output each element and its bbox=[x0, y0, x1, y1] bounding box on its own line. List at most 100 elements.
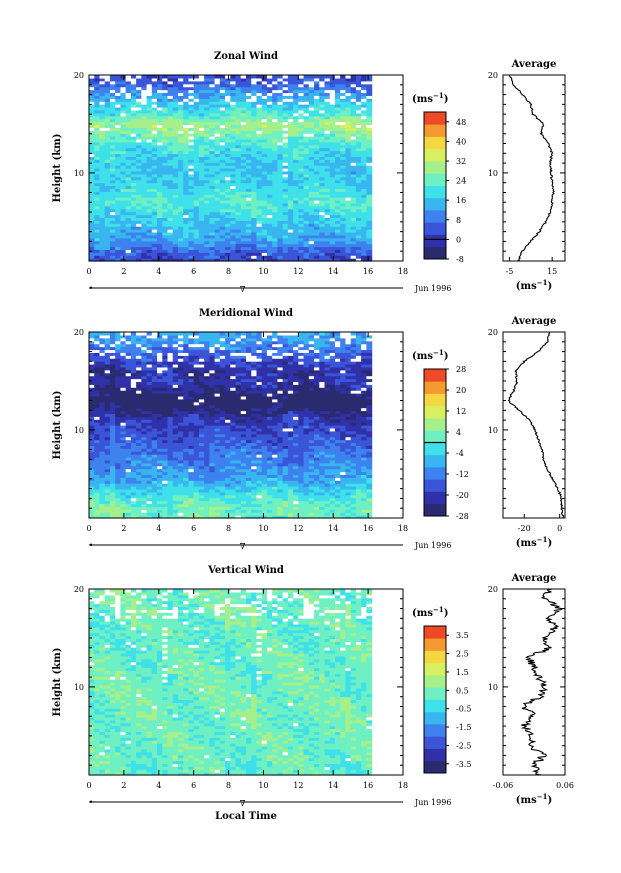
heatmap-cell bbox=[183, 246, 190, 250]
heatmap-cell bbox=[177, 191, 184, 195]
heatmap-cell bbox=[198, 159, 205, 163]
heatmap-cell bbox=[94, 234, 101, 239]
heatmap-cell bbox=[230, 237, 237, 242]
heatmap-cell bbox=[193, 202, 200, 207]
heatmap-cell bbox=[136, 202, 142, 207]
heatmap-cell bbox=[361, 202, 367, 207]
heatmap-cell bbox=[188, 258, 195, 262]
heatmap-cell bbox=[99, 147, 106, 152]
heatmap-cell bbox=[251, 147, 258, 152]
heatmap-cell bbox=[225, 214, 231, 219]
heatmap-cell bbox=[104, 199, 111, 204]
heatmap-cell bbox=[104, 182, 111, 187]
heatmap-cell bbox=[266, 234, 273, 239]
heatmap-cell bbox=[350, 179, 357, 184]
heatmap-cell bbox=[345, 162, 352, 166]
heatmap-cell bbox=[261, 159, 268, 163]
heatmap-cell bbox=[109, 75, 116, 79]
heatmap-cell bbox=[214, 208, 221, 213]
heatmap-cell bbox=[235, 162, 242, 166]
heatmap-cell bbox=[125, 217, 132, 221]
heatmap-cell bbox=[256, 194, 263, 198]
colorbar-swatch bbox=[424, 112, 446, 125]
heatmap-cell bbox=[183, 188, 190, 192]
heatmap-cell bbox=[219, 144, 226, 149]
heatmap-cell bbox=[89, 150, 95, 155]
heatmap-cell bbox=[172, 234, 179, 239]
heatmap-cell bbox=[256, 185, 263, 189]
heatmap-cell bbox=[157, 249, 163, 253]
heatmap-cell bbox=[204, 220, 210, 224]
heatmap-cell bbox=[251, 162, 258, 166]
heatmap-cell bbox=[303, 141, 310, 146]
heatmap-cell bbox=[261, 179, 268, 184]
heatmap-cell bbox=[256, 234, 263, 239]
heatmap-cell bbox=[209, 226, 216, 230]
heatmap-cell bbox=[277, 211, 284, 216]
heatmap-cell bbox=[141, 258, 148, 262]
heatmap-cell bbox=[214, 237, 221, 242]
heatmap-cell bbox=[204, 234, 210, 239]
heatmap-cell bbox=[120, 168, 127, 172]
heatmap-cell bbox=[183, 179, 190, 184]
heatmap-cell bbox=[246, 185, 252, 189]
heatmap-cell bbox=[177, 170, 184, 175]
heatmap-cell bbox=[272, 229, 278, 233]
heatmap-cell bbox=[355, 182, 362, 187]
heatmap-cell bbox=[177, 220, 184, 224]
heatmap-cell bbox=[308, 170, 315, 175]
heatmap-cell bbox=[193, 153, 200, 157]
heatmap-cell bbox=[209, 234, 216, 239]
heatmap-cell bbox=[272, 202, 278, 207]
heatmap-cell bbox=[146, 191, 153, 195]
heatmap-cell bbox=[104, 255, 111, 259]
heatmap-cell bbox=[256, 231, 263, 236]
heatmap-cell bbox=[125, 199, 132, 204]
heatmap-cell bbox=[272, 217, 278, 221]
heatmap-cell bbox=[109, 150, 116, 155]
heatmap-cell bbox=[177, 214, 184, 219]
heatmap-cell bbox=[146, 194, 153, 198]
heatmap-cell bbox=[345, 229, 352, 233]
heatmap-cell bbox=[198, 214, 205, 219]
heatmap-cell bbox=[287, 249, 294, 253]
heatmap-cell bbox=[130, 188, 137, 192]
heatmap-cell bbox=[319, 226, 326, 230]
heatmap-cell bbox=[130, 258, 137, 262]
heatmap-cell bbox=[157, 162, 163, 166]
heatmap-cell bbox=[204, 170, 210, 175]
heatmap-cell bbox=[141, 144, 148, 149]
heatmap-cell bbox=[272, 237, 278, 242]
heatmap-cell bbox=[251, 243, 258, 248]
heatmap-cell bbox=[298, 141, 305, 146]
heatmap-cell bbox=[177, 237, 184, 242]
heatmap-cell bbox=[94, 199, 101, 204]
heatmap-cell bbox=[345, 168, 352, 172]
heatmap-cell bbox=[266, 252, 273, 256]
heatmap-cell bbox=[141, 231, 148, 236]
heatmap-cell bbox=[141, 153, 148, 157]
heatmap-cell bbox=[141, 182, 148, 187]
heatmap-cell bbox=[324, 176, 331, 181]
heatmap-cell bbox=[361, 156, 367, 160]
heatmap-cell bbox=[193, 147, 200, 152]
heatmap-cell bbox=[214, 220, 221, 224]
heatmap-cell bbox=[204, 153, 210, 157]
heatmap-cell bbox=[366, 246, 373, 250]
heatmap-cell bbox=[350, 243, 357, 248]
heatmap-cell bbox=[324, 144, 331, 149]
average-title: Average bbox=[511, 59, 557, 70]
heatmap-cell bbox=[355, 249, 362, 253]
heatmap-cell bbox=[266, 231, 273, 236]
heatmap-cell bbox=[151, 211, 158, 216]
heatmap-cell bbox=[303, 243, 310, 248]
heatmap-cell bbox=[214, 165, 221, 169]
heatmap-cell bbox=[355, 168, 362, 172]
heatmap-cell bbox=[183, 141, 190, 146]
heatmap-cell bbox=[130, 173, 137, 178]
heatmap-cell bbox=[125, 243, 132, 248]
heatmap-cell bbox=[240, 185, 247, 189]
heatmap-cell bbox=[157, 234, 163, 239]
heatmap-cell bbox=[319, 176, 326, 181]
heatmap-cell bbox=[256, 162, 263, 166]
